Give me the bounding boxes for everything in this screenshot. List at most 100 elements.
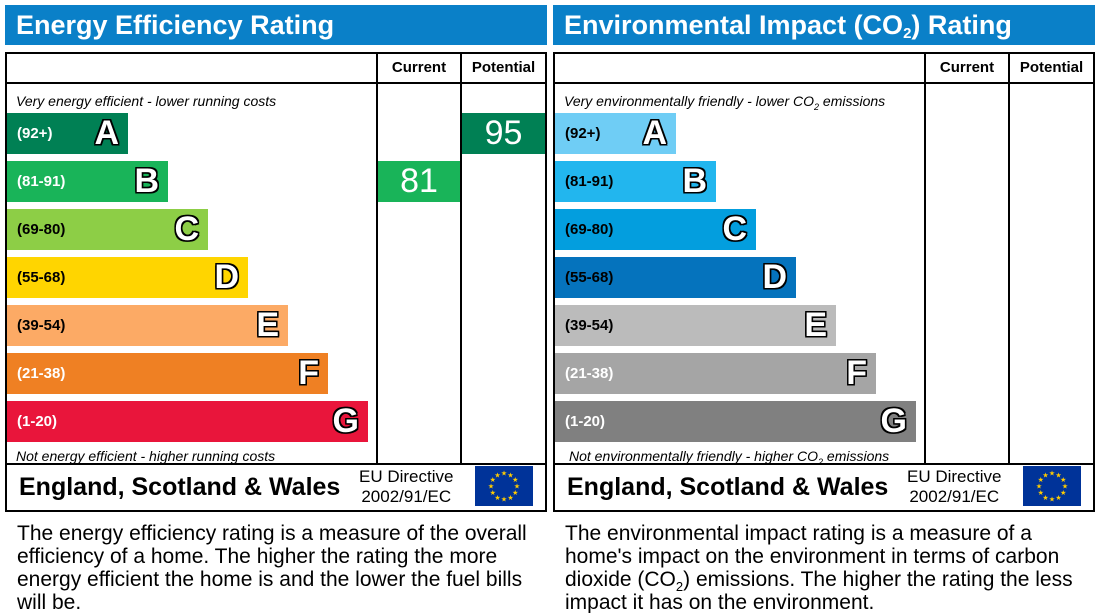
svg-text:★: ★ [512,476,518,484]
band-letter: A [642,114,667,152]
energy-efficiency-chart: Current Potential Very energy efficient … [5,52,547,512]
band-range-label: (1-20) [17,413,58,430]
rating-band-f: (21-38) F [7,353,328,394]
band-letter: B [682,162,707,200]
band-letter: B [134,162,159,200]
band-range-label: (55-68) [565,269,614,286]
environmental-impact-description: The environmental impact rating is a mea… [565,522,1073,613]
rating-band-d: (55-68) D [555,257,796,298]
environmental-impact-panel: Environmental Impact (CO2) Rating Curren… [553,5,1095,513]
svg-text:★: ★ [1042,494,1048,502]
environmental-impact-title: Environmental Impact (CO2) Rating [553,5,1095,45]
svg-text:★: ★ [507,471,513,479]
svg-text:★: ★ [490,476,496,484]
band-letter: A [94,114,119,152]
environmental-impact-chart: Current Potential Very environmentally f… [553,52,1095,512]
energy-efficiency-title: Energy Efficiency Rating [5,5,547,45]
footer-divider [7,463,545,465]
svg-text:★: ★ [1036,483,1042,491]
svg-text:★: ★ [490,489,496,497]
column-divider [1008,54,1010,463]
eu-directive: EU Directive 2002/91/EC [907,467,1001,507]
directive-line-2: 2002/91/EC [909,487,1000,506]
energy-efficiency-description: The energy efficiency rating is a measur… [17,522,527,613]
rating-band-f: (21-38) F [555,353,876,394]
svg-text:★: ★ [501,470,507,478]
band-letter: E [804,306,827,344]
band-letter: D [214,258,239,296]
svg-text:★: ★ [1055,471,1061,479]
band-letter: C [722,210,747,248]
svg-text:★: ★ [1062,483,1068,491]
band-range-label: (92+) [17,125,53,142]
band-range-label: (1-20) [565,413,606,430]
rating-band-g: (1-20) G [7,401,368,442]
top-note: Very energy efficient - lower running co… [16,93,277,109]
directive-line-2: 2002/91/EC [361,487,452,506]
rating-band-d: (55-68) D [7,257,248,298]
header-divider [7,82,545,84]
svg-text:★: ★ [512,489,518,497]
band-range-label: (55-68) [17,269,66,286]
band-range-label: (69-80) [565,221,614,238]
rating-band-e: (39-54) E [7,305,288,346]
eu-flag-icon: ★ ★★★★★★★★★★★ [475,466,533,506]
svg-text:★: ★ [1038,489,1044,497]
svg-text:★: ★ [1060,476,1066,484]
svg-text:★: ★ [1042,471,1048,479]
band-letter: F [298,354,319,392]
rating-band-b: (81-91) B [555,161,716,202]
svg-text:★: ★ [514,483,520,491]
energy-efficiency-panel: Energy Efficiency Rating Current Potenti… [5,5,547,513]
svg-text:★: ★ [488,483,494,491]
band-range-label: (39-54) [565,317,614,334]
rating-band-b: (81-91) B [7,161,168,202]
rating-band-a: (92+) A [7,113,128,154]
svg-text:★: ★ [501,496,507,504]
rating-band-a: (92+) A [555,113,676,154]
band-letter: F [846,354,867,392]
eu-flag-icon: ★ ★★★★★★★★★★★ [1023,466,1081,506]
top-note: Very environmentally friendly - lower CO… [564,93,886,112]
svg-text:★: ★ [494,471,500,479]
band-letter: D [762,258,787,296]
svg-text:★: ★ [494,494,500,502]
band-range-label: (21-38) [565,365,614,382]
bottom-note: Not environmentally friendly - higher CO… [569,448,890,467]
svg-text:★: ★ [1038,476,1044,484]
svg-text:★: ★ [1049,496,1055,504]
band-letter: E [256,306,279,344]
bottom-note: Not energy efficient - higher running co… [16,448,276,464]
eu-directive: EU Directive 2002/91/EC [359,467,453,507]
band-range-label: (39-54) [17,317,66,334]
rating-band-c: (69-80) C [7,209,208,250]
svg-text:★: ★ [507,494,513,502]
header-divider [555,82,1093,84]
region-label: England, Scotland & Wales [567,473,889,501]
footer-divider [555,463,1093,465]
svg-text:★: ★ [1049,470,1055,478]
band-range-label: (81-91) [565,173,614,190]
rating-band-e: (39-54) E [555,305,836,346]
column-divider [924,54,926,463]
current-rating: 81 [378,161,460,202]
band-letter: G [880,402,907,440]
band-letter: C [174,210,199,248]
potential-column-header: Potential [471,59,536,76]
directive-line-1: EU Directive [359,467,454,486]
band-range-label: (92+) [565,125,601,142]
region-label: England, Scotland & Wales [19,473,341,501]
current-column-header: Current [391,59,447,76]
svg-text:★: ★ [1055,494,1061,502]
rating-band-g: (1-20) G [555,401,916,442]
band-letter: G [332,402,359,440]
column-divider [460,54,462,463]
column-divider [376,54,378,463]
band-range-label: (69-80) [17,221,66,238]
svg-text:★: ★ [1060,489,1066,497]
band-range-label: (21-38) [17,365,66,382]
directive-line-1: EU Directive [907,467,1002,486]
current-column-header: Current [939,59,995,76]
band-range-label: (81-91) [17,173,66,190]
potential-rating: 95 [462,113,545,154]
